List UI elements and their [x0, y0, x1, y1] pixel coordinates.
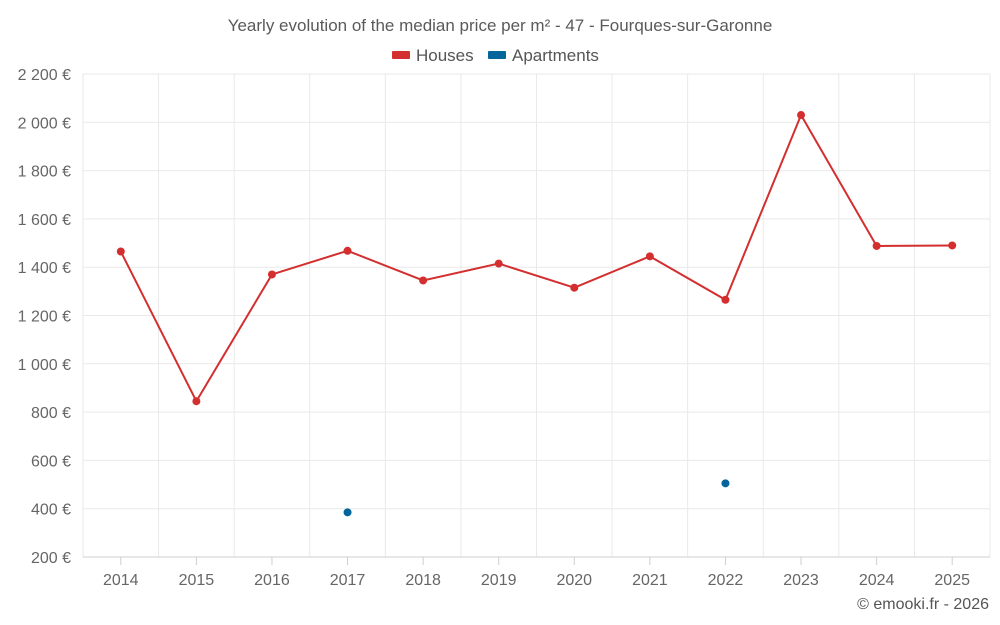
data-point-houses[interactable] [116, 247, 125, 256]
y-tick-label: 1 400 € [18, 260, 71, 277]
x-tick-label: 2025 [934, 572, 970, 589]
y-tick-label: 1 000 € [18, 357, 71, 374]
x-tick-label: 2018 [405, 572, 441, 589]
data-point-houses[interactable] [797, 111, 806, 120]
data-point-houses[interactable] [419, 276, 428, 285]
series-apartments [343, 479, 730, 517]
data-point-houses[interactable] [721, 295, 730, 304]
data-point-apartments[interactable] [721, 479, 730, 488]
x-tick-label: 2019 [481, 572, 517, 589]
series-layer [116, 111, 957, 517]
y-tick-label: 2 200 € [18, 67, 71, 84]
grid-lines [82, 73, 991, 557]
x-tick-label: 2017 [330, 572, 366, 589]
legend-item-apartments[interactable]: Apartments [488, 46, 599, 65]
y-tick-label: 1 200 € [18, 309, 71, 326]
data-point-houses[interactable] [645, 252, 654, 261]
data-point-houses[interactable] [570, 283, 579, 292]
y-tick-label: 1 800 € [18, 164, 71, 181]
y-tick-label: 200 € [31, 550, 71, 567]
y-tick-label: 1 600 € [18, 212, 71, 229]
x-tick-label: 2023 [783, 572, 819, 589]
chart-title: Yearly evolution of the median price per… [228, 16, 773, 35]
legend-label: Houses [416, 46, 474, 65]
x-tick-label: 2020 [556, 572, 592, 589]
series-line-houses [119, 112, 953, 404]
legend-swatch [488, 51, 506, 59]
y-tick-label: 400 € [31, 502, 71, 519]
x-tick-label: 2021 [632, 572, 668, 589]
y-tick-label: 800 € [31, 405, 71, 422]
x-tick-label: 2016 [254, 572, 290, 589]
series-houses [116, 111, 957, 406]
x-tick-label: 2014 [103, 572, 139, 589]
x-tick-label: 2024 [859, 572, 895, 589]
data-point-apartments[interactable] [343, 508, 352, 517]
credit-text: © emooki.fr - 2026 [857, 596, 989, 613]
data-point-houses[interactable] [948, 241, 957, 250]
y-axis: 200 € 400 € 600 € 800 € 1 000 € 1 200 € 1 400 … [18, 67, 71, 567]
data-point-houses[interactable] [494, 259, 503, 268]
x-axis: 2014 2015 2016 2017 2018 2019 2020 2021 2022 2023… [83, 556, 990, 589]
y-tick-label: 600 € [31, 453, 71, 470]
x-tick-label: 2015 [179, 572, 215, 589]
legend[interactable]: Houses Apartments [392, 46, 599, 65]
data-point-houses[interactable] [192, 397, 201, 406]
y-tick-label: 2 000 € [18, 115, 71, 132]
x-tick-label: 2022 [708, 572, 744, 589]
data-point-houses[interactable] [343, 246, 352, 255]
legend-label: Apartments [512, 46, 599, 65]
legend-swatch [392, 51, 410, 59]
legend-item-houses[interactable]: Houses [392, 46, 474, 65]
data-point-houses[interactable] [872, 241, 881, 250]
data-point-houses[interactable] [267, 270, 276, 279]
